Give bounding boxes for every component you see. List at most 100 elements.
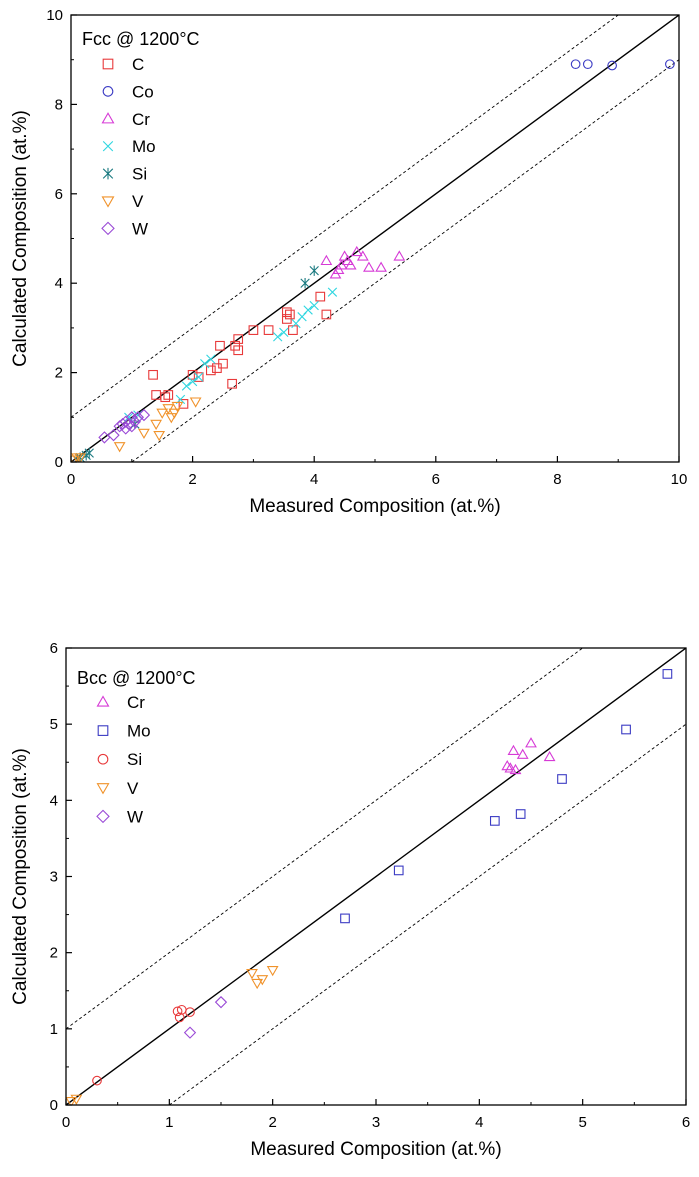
data-points: [71, 59, 675, 462]
data-point-w: [183, 1026, 197, 1039]
data-point-co: [665, 59, 675, 70]
data-point-mo: [393, 865, 404, 876]
legend-marker-co: [102, 86, 114, 97]
legend-item-co: Co: [102, 82, 154, 101]
y-tick-label: 6: [55, 186, 63, 203]
data-point-si: [300, 278, 310, 289]
data-point-cr: [350, 245, 363, 257]
data-point-v: [66, 1096, 78, 1105]
y-tick-label: 4: [50, 792, 58, 809]
series-si: [92, 1004, 195, 1086]
data-point-si: [84, 447, 94, 459]
series-cr: [320, 245, 406, 279]
data-point-v: [113, 442, 126, 453]
legend-label-w: W: [132, 219, 148, 238]
data-point-c: [321, 309, 332, 320]
data-point-mo: [303, 305, 313, 315]
data-point-cr: [375, 261, 387, 272]
data-points: [66, 669, 673, 1105]
data-point-v: [171, 401, 184, 413]
data-point-si: [172, 1006, 183, 1017]
legend-label-c: C: [132, 55, 144, 74]
reference-lines: [66, 648, 686, 1105]
data-point-c: [281, 307, 292, 318]
data-point-cr: [332, 263, 345, 274]
x-tick-label: 4: [310, 471, 318, 488]
x-tick-label: 6: [682, 1114, 690, 1131]
legend-title: Fcc @ 1200°C: [82, 29, 200, 49]
data-point-mo: [200, 358, 210, 369]
data-point-c: [218, 358, 228, 369]
data-point-v: [246, 969, 258, 980]
data-point-co: [582, 59, 593, 70]
legend-label-si: Si: [132, 165, 147, 184]
data-point-v: [74, 453, 87, 462]
data-point-w: [137, 408, 151, 422]
x-tick-label: 2: [268, 1114, 276, 1131]
x-axis-label: Measured Composition (at.%): [250, 1139, 501, 1160]
x-tick-label: 0: [67, 471, 75, 488]
data-point-v: [153, 430, 166, 442]
data-point-cr: [341, 254, 354, 266]
legend-item-cr: Cr: [101, 110, 150, 129]
legend-title: Bcc @ 1200°C: [77, 668, 196, 688]
data-point-mo: [181, 381, 192, 391]
data-point-cr: [507, 744, 520, 756]
y-axis-label: Calculated Composition (at.%): [10, 110, 31, 367]
data-point-v: [70, 1094, 83, 1105]
series-v: [66, 965, 279, 1105]
data-point-mo: [273, 332, 283, 342]
chart-1: 0 2 4 6 8 10 0 2 4 6 8 10 Measured Composition (at.%…: [10, 7, 687, 517]
data-point-v: [266, 965, 279, 977]
legend-label-w: W: [127, 807, 143, 826]
series-v: [71, 397, 202, 462]
x-tick-label: 3: [372, 1114, 380, 1131]
x-tick-label: 6: [432, 471, 440, 488]
legend-label-co: Co: [132, 82, 154, 101]
y-tick-label: 2: [50, 945, 58, 962]
data-point-mo: [557, 774, 567, 784]
y-tick-label: 3: [50, 869, 58, 886]
series-mo: [340, 669, 673, 924]
legend-item-mo: Mo: [97, 722, 151, 741]
parity-offset-line: [66, 648, 583, 1030]
legend-item-v: V: [101, 192, 144, 211]
legend-marker-cr: [96, 695, 110, 707]
data-point-cr: [543, 750, 556, 762]
parity-line: [71, 15, 679, 462]
legend-marker-si: [97, 753, 109, 765]
data-point-v: [150, 419, 163, 431]
legend-label-v: V: [127, 779, 139, 798]
data-point-mo: [206, 354, 216, 364]
series-w: [98, 408, 151, 444]
data-point-cr: [356, 250, 369, 261]
data-point-c: [215, 340, 225, 351]
legend-item-cr: Cr: [96, 693, 145, 712]
data-point-c: [233, 334, 244, 344]
series-w: [183, 996, 228, 1039]
legend-marker-v: [101, 196, 115, 208]
data-point-v: [251, 978, 264, 990]
data-point-mo: [340, 913, 350, 924]
data-point-mo: [489, 816, 500, 826]
series-c: [148, 291, 332, 409]
data-point-c: [248, 325, 259, 335]
data-point-w: [128, 415, 141, 428]
data-point-si: [185, 1007, 195, 1017]
legend-label-si: Si: [127, 750, 142, 769]
parity-line: [66, 648, 686, 1105]
data-point-cr: [320, 254, 333, 266]
legend-marker-c: [102, 58, 114, 70]
legend-label-mo: Mo: [127, 722, 151, 741]
data-point-v: [256, 975, 269, 986]
data-point-cr: [344, 259, 357, 270]
data-point-mo: [515, 809, 526, 819]
legend-marker-w: [101, 221, 115, 236]
data-point-c: [315, 291, 326, 302]
data-point-v: [189, 397, 202, 408]
legend-item-w: W: [96, 807, 143, 826]
data-point-w: [125, 411, 138, 424]
legend-marker-cr: [101, 112, 115, 124]
legend-item-si: Si: [97, 750, 142, 769]
